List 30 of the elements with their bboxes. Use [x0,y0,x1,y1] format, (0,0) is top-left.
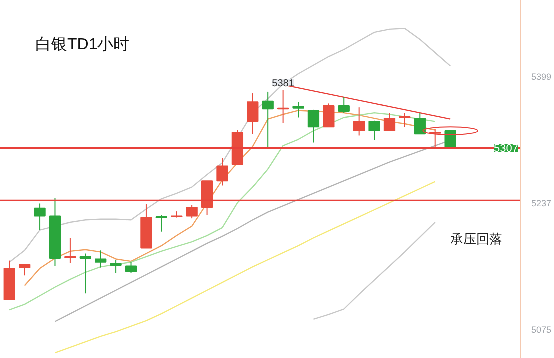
line-series [9,112,436,311]
candlestick [95,250,107,268]
line-series [54,181,436,354]
line-series [313,222,436,320]
candlestick [186,204,198,220]
ref-line-label: 5307 [494,143,519,156]
y-tick-label: 5399 [532,72,552,82]
line-series [24,110,436,286]
candlestick [247,93,259,135]
candlestick [125,262,138,274]
candlestick [338,96,350,114]
text: 白银TD1小时 [36,36,130,54]
candlestick [34,203,46,231]
candlestick [216,158,228,186]
candlestick [292,102,304,118]
candlestick [368,120,380,141]
candlestick [308,109,320,144]
annotation: 承压回落 [450,232,502,246]
candlestick [354,107,366,136]
line-series [9,28,452,263]
candlestick [262,91,274,149]
candlestick [80,253,92,294]
candlestick [323,103,335,128]
candlestick [384,112,396,132]
candlestick [19,264,31,276]
candlestick [414,112,426,135]
candlestick [110,260,122,274]
candlestick [156,214,168,232]
y-tick-label: 5075 [532,325,552,336]
y-tick-label: 5237 [532,198,552,208]
